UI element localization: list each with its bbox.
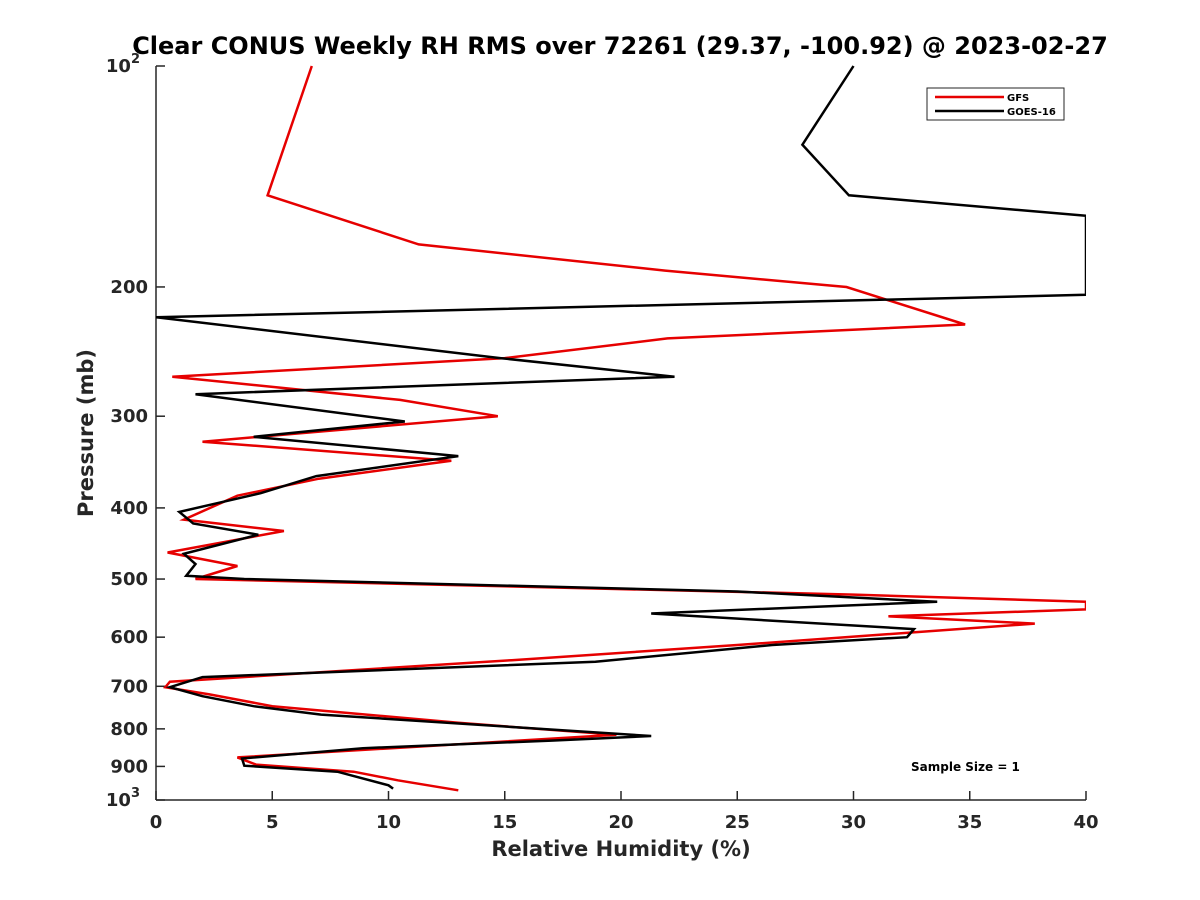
series-line-goes16 bbox=[156, 65, 1086, 790]
y-tick-text: 600 bbox=[110, 627, 148, 648]
y-tick-label: 500 bbox=[110, 569, 148, 590]
y-tick-label: 400 bbox=[110, 498, 148, 519]
y-tick-label: 600 bbox=[110, 627, 148, 648]
y-tick-label: 200 bbox=[110, 277, 148, 298]
legend-label-goes16: GOES-16 bbox=[1007, 107, 1056, 118]
x-ticks: 0 5 10 15 20 25 30 35 40 bbox=[150, 791, 1099, 833]
y-tick-exponent: 2 bbox=[131, 52, 140, 67]
y-tick-label: 700 bbox=[110, 676, 148, 697]
y-tick-text: 10 bbox=[106, 790, 131, 811]
y-tick-text: 400 bbox=[110, 498, 148, 519]
x-tick-label: 40 bbox=[1073, 812, 1098, 833]
legend-label-gfs: GFS bbox=[1007, 93, 1029, 104]
x-tick-label: 0 bbox=[150, 812, 163, 833]
legend: GFS GOES-16 bbox=[926, 87, 1065, 121]
x-tick-label: 25 bbox=[725, 812, 750, 833]
x-tick-label: 10 bbox=[376, 812, 401, 833]
y-tick-label: 300 bbox=[110, 406, 148, 427]
y-tick-text: 800 bbox=[110, 719, 148, 740]
y-tick-text: 10 bbox=[106, 56, 131, 77]
y-tick-label: 103 bbox=[106, 786, 140, 811]
x-tick-label: 30 bbox=[841, 812, 866, 833]
y-tick-text: 300 bbox=[110, 406, 148, 427]
legend-box bbox=[926, 87, 1065, 121]
y-tick-exponent: 3 bbox=[131, 786, 140, 801]
sample-size-annotation: Sample Size = 1 bbox=[911, 760, 1020, 774]
chart-title: Clear CONUS Weekly RH RMS over 72261 (29… bbox=[132, 32, 1108, 60]
x-tick-label: 15 bbox=[492, 812, 517, 833]
series-group bbox=[156, 65, 1086, 792]
x-tick-label: 35 bbox=[957, 812, 982, 833]
y-tick-text: 500 bbox=[110, 569, 148, 590]
y-tick-label: 800 bbox=[110, 719, 148, 740]
y-tick-label: 102 bbox=[106, 52, 140, 77]
x-tick-label: 20 bbox=[608, 812, 633, 833]
y-axis-label: Pressure (mb) bbox=[74, 349, 98, 517]
series-line-gfs bbox=[162, 65, 1086, 792]
x-axis-label: Relative Humidity (%) bbox=[491, 837, 750, 861]
y-tick-text: 200 bbox=[110, 277, 148, 298]
y-tick-text: 900 bbox=[110, 756, 148, 777]
x-tick-label: 5 bbox=[266, 812, 279, 833]
y-tick-label: 900 bbox=[110, 756, 148, 777]
y-tick-text: 700 bbox=[110, 676, 148, 697]
